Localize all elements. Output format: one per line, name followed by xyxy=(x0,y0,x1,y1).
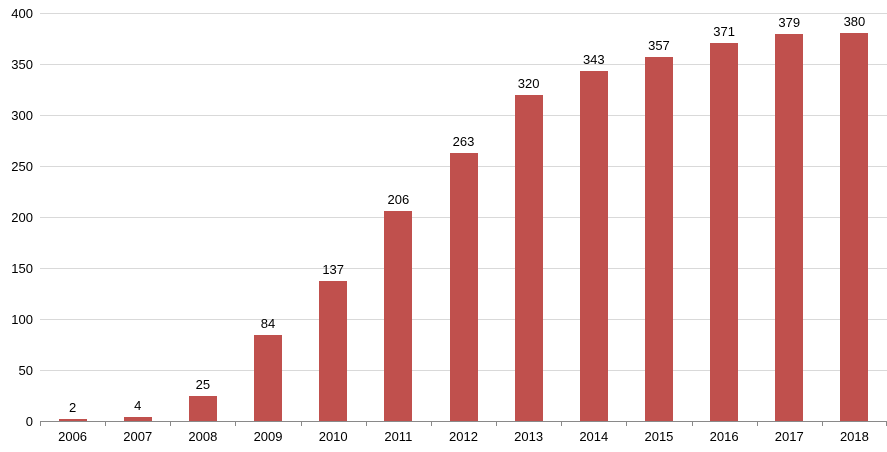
x-tick-label: 2014 xyxy=(579,429,609,444)
x-axis-line xyxy=(40,421,887,422)
bar-value-label: 357 xyxy=(648,37,670,53)
x-axis-tick xyxy=(430,422,432,426)
x-axis-tick xyxy=(365,422,367,426)
y-tick-label: 300 xyxy=(11,108,33,123)
bar xyxy=(58,418,87,421)
bar-value-label: 371 xyxy=(713,23,735,39)
x-axis-tick xyxy=(626,422,628,426)
gridline xyxy=(40,12,887,14)
x-axis-tick xyxy=(496,422,498,426)
bar xyxy=(449,152,478,421)
x-axis-tick xyxy=(235,422,237,426)
bar-value-label: 343 xyxy=(582,52,605,68)
x-tick-label: 2009 xyxy=(253,429,283,444)
y-tick-label: 150 xyxy=(11,261,33,276)
gridline xyxy=(40,114,887,116)
bar xyxy=(319,281,348,421)
bar-value-label: 4 xyxy=(134,397,142,413)
bar-value-label: 380 xyxy=(843,14,866,30)
bar-value-label: 206 xyxy=(387,191,410,207)
bar xyxy=(710,42,739,421)
x-axis-tick xyxy=(561,422,563,426)
bar-value-label: 263 xyxy=(452,133,475,149)
x-axis-tick xyxy=(821,422,823,426)
bar xyxy=(644,56,673,421)
bar-value-label: 320 xyxy=(517,75,540,91)
bar xyxy=(514,94,543,421)
bar xyxy=(254,335,283,421)
y-tick-label: 350 xyxy=(11,57,33,72)
x-tick-label: 2011 xyxy=(384,429,413,444)
bar-value-label: 2 xyxy=(68,399,77,415)
x-tick-label: 2008 xyxy=(188,429,218,444)
bar xyxy=(579,71,608,421)
x-tick-label: 2006 xyxy=(58,429,88,444)
bar-value-label: 137 xyxy=(322,262,345,278)
y-tick-label: 400 xyxy=(11,6,33,21)
y-tick-label: 250 xyxy=(11,159,33,174)
x-tick-label: 2017 xyxy=(774,429,804,444)
x-tick-label: 2013 xyxy=(514,429,544,444)
y-tick-label: 100 xyxy=(11,312,33,327)
y-tick-label: 200 xyxy=(11,210,33,225)
bar xyxy=(123,416,152,421)
x-tick-label: 2012 xyxy=(449,429,478,444)
x-tick-label: 2007 xyxy=(123,429,153,444)
bar-value-label: 379 xyxy=(778,15,801,31)
bar xyxy=(188,395,217,421)
gridline xyxy=(40,63,887,65)
bar xyxy=(775,34,804,421)
bar xyxy=(384,210,413,421)
x-tick-label: 2015 xyxy=(644,429,674,444)
x-axis-tick xyxy=(300,422,302,426)
x-axis-tick xyxy=(691,422,693,426)
bar-value-label: 84 xyxy=(260,316,276,332)
bar-value-label: 25 xyxy=(195,376,211,392)
x-axis-tick xyxy=(105,422,107,426)
x-tick-label: 2010 xyxy=(318,429,348,444)
x-axis-tick xyxy=(170,422,172,426)
x-tick-label: 2018 xyxy=(839,429,869,444)
x-tick-label: 2016 xyxy=(709,429,739,444)
x-axis-tick xyxy=(756,422,758,426)
bar xyxy=(840,33,869,421)
y-tick-label: 0 xyxy=(25,414,33,429)
y-tick-label: 50 xyxy=(18,363,33,378)
x-axis-tick xyxy=(40,422,41,426)
